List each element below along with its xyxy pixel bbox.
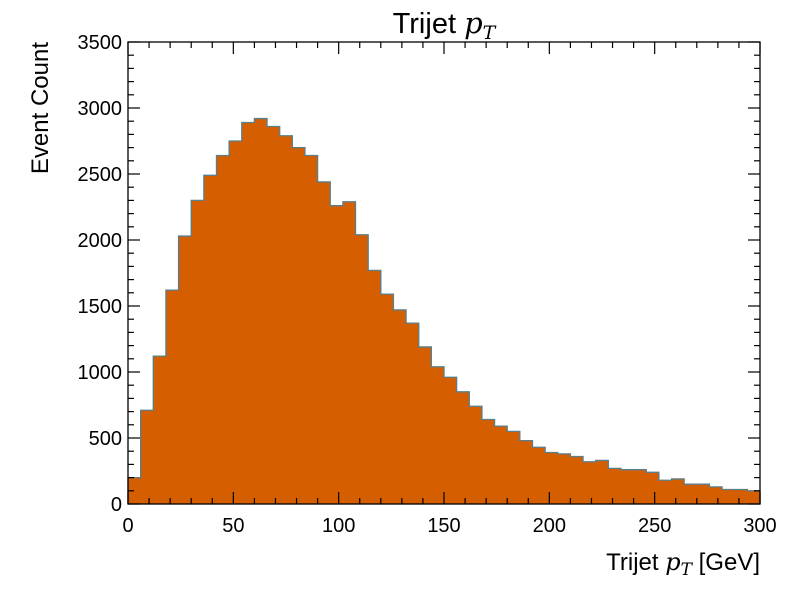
histogram-bar (279, 135, 293, 504)
histogram-bar (545, 452, 559, 504)
histogram-bar (368, 270, 382, 504)
histogram-bar (722, 489, 736, 504)
histogram-bars (128, 118, 761, 505)
x-tick-label: 0 (122, 515, 133, 537)
histogram-bar (620, 469, 634, 504)
x-axis-title-subscript: T (681, 560, 694, 580)
x-tick-labels: 0 50 100 150 200 250 300 (122, 515, 776, 537)
histogram-bar (355, 234, 369, 504)
x-axis-title-text: Trijet (606, 549, 659, 576)
histogram-bar (557, 453, 571, 504)
histogram-bar (203, 175, 217, 504)
histogram-bar (393, 309, 407, 504)
histogram-bar (317, 181, 331, 505)
histogram-bar (595, 460, 609, 504)
y-tick-label: 0 (111, 494, 122, 516)
x-tick-label: 300 (743, 515, 776, 537)
histogram-bar (494, 426, 508, 504)
histogram-bar (481, 419, 495, 504)
histogram-bar (444, 377, 458, 504)
chart-title: Trijet pT (393, 6, 497, 44)
histogram-bar (406, 323, 420, 504)
histogram-bar (380, 294, 394, 504)
histogram-bar (696, 484, 710, 504)
histogram-bar (608, 468, 622, 504)
histogram-bar (128, 477, 142, 504)
histogram-bar (216, 155, 230, 504)
x-tick-label: 150 (427, 515, 460, 537)
histogram-bar (469, 406, 483, 504)
histogram-bar (456, 391, 470, 504)
x-tick-label: 50 (222, 515, 244, 537)
y-tick-label: 1000 (78, 362, 123, 384)
x-axis-title-unit: [GeV] (699, 549, 760, 576)
histogram-bar (507, 431, 521, 504)
histogram-bar (229, 141, 243, 504)
histogram-bar (140, 410, 154, 504)
chart-title-math: p (464, 6, 483, 40)
x-tick-label: 100 (322, 515, 355, 537)
histogram-bar (191, 200, 205, 504)
histogram-bar (734, 489, 748, 504)
histogram-bar (646, 472, 660, 504)
histogram-bar (254, 118, 268, 504)
x-axis-title-math: p (665, 548, 680, 576)
histogram-bar (747, 490, 761, 504)
histogram-bar (633, 469, 647, 504)
chart-title-subscript: T (483, 22, 497, 44)
histogram-bar (709, 486, 723, 504)
histogram-bar (342, 201, 356, 504)
histogram-bar (532, 447, 546, 504)
y-axis-title: Event Count (27, 42, 54, 174)
histogram-bar (267, 126, 281, 504)
x-tick-label: 250 (638, 515, 671, 537)
histogram-bar (671, 478, 685, 504)
histogram-bar (292, 147, 306, 504)
y-tick-labels: 0 500 1000 1500 2000 2500 3000 3500 (78, 32, 123, 516)
histogram-bar (304, 155, 318, 504)
histogram-bar (570, 456, 584, 504)
y-tick-label: 2500 (78, 164, 123, 186)
histogram-bar (583, 461, 597, 504)
histogram-bar (165, 290, 179, 504)
histogram-bar (431, 366, 445, 504)
x-axis-title: Trijet pT [GeV] (606, 548, 760, 580)
histogram-outline (127, 117, 761, 504)
plot-frame (127, 41, 761, 505)
axis-ticks (127, 41, 761, 505)
histogram-bar (658, 480, 672, 504)
histogram-bar (153, 356, 167, 504)
x-tick-label: 200 (533, 515, 566, 537)
histogram-bar (241, 122, 255, 505)
y-tick-label: 3500 (78, 32, 123, 54)
chart-title-text: Trijet (393, 8, 456, 40)
y-tick-label: 1500 (78, 296, 123, 318)
histogram-bar (519, 440, 533, 504)
histogram-bar (178, 236, 192, 505)
y-tick-label: 3000 (78, 98, 123, 120)
histogram-bar (418, 346, 432, 504)
y-tick-label: 2000 (78, 230, 123, 252)
histogram-bar (684, 484, 698, 504)
histogram-bar (330, 205, 344, 504)
y-tick-label: 500 (89, 428, 122, 450)
